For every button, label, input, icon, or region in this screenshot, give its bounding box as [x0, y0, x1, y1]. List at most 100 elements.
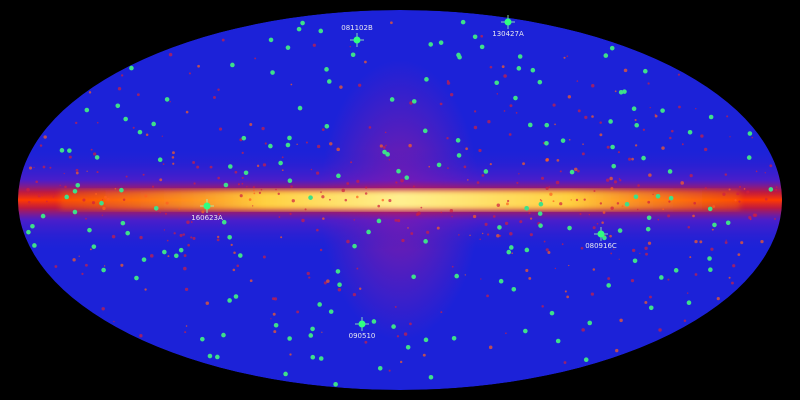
- burst-dot: [230, 62, 235, 68]
- gamma-source: [321, 195, 325, 199]
- gamma-source: [316, 171, 320, 175]
- gamma-source: [395, 181, 398, 184]
- gamma-source: [272, 312, 276, 316]
- gamma-source: [613, 180, 618, 184]
- gamma-source: [289, 212, 292, 215]
- gamma-source: [599, 133, 603, 137]
- gamma-source: [90, 148, 93, 151]
- burst-dot: [389, 97, 395, 102]
- gamma-source: [631, 157, 634, 161]
- burst-dot: [516, 66, 522, 71]
- gamma-source: [686, 292, 689, 294]
- gamma-source: [693, 201, 697, 205]
- burst-dot: [287, 178, 293, 183]
- gamma-source: [618, 258, 620, 260]
- burst-dot: [207, 353, 213, 359]
- gamma-source: [356, 195, 359, 199]
- gamma-source: [658, 328, 662, 332]
- burst-dot: [508, 245, 514, 250]
- gamma-source: [410, 232, 414, 235]
- gamma-source: [683, 319, 687, 322]
- burst-dot: [411, 274, 416, 280]
- burst-dot: [310, 354, 316, 360]
- burst-dot: [333, 382, 338, 387]
- gamma-source: [349, 45, 351, 48]
- gamma-source: [149, 254, 154, 258]
- gamma-source: [481, 174, 485, 177]
- gamma-source: [241, 182, 244, 185]
- gamma-source: [321, 128, 325, 132]
- gamma-source: [41, 194, 44, 197]
- burst-dot: [686, 300, 692, 305]
- gamma-source: [388, 369, 391, 372]
- burst-dot: [673, 268, 679, 273]
- burst-dot: [308, 333, 314, 338]
- burst-dot: [318, 356, 324, 361]
- burst-dot: [404, 175, 410, 180]
- burst-dot: [59, 148, 65, 153]
- gamma-source: [610, 206, 614, 210]
- gamma-source: [509, 104, 513, 108]
- gamma-source: [233, 251, 236, 255]
- burst-dot: [479, 44, 485, 50]
- gamma-source: [579, 213, 582, 216]
- gamma-source: [647, 241, 652, 245]
- burst-dot: [506, 249, 512, 255]
- burst-dot: [153, 205, 159, 211]
- gamma-source: [280, 236, 283, 239]
- gamma-source: [541, 305, 544, 308]
- gamma-source: [528, 212, 531, 215]
- gamma-source: [113, 320, 115, 323]
- gamma-source: [609, 234, 612, 238]
- burst-dot: [297, 105, 303, 111]
- gamma-source: [519, 220, 523, 224]
- burst-dot: [451, 335, 457, 341]
- gamma-source: [289, 353, 292, 356]
- burst-dot: [560, 138, 566, 143]
- gamma-source: [322, 217, 325, 220]
- burst-dot: [84, 107, 90, 113]
- gamma-source: [252, 205, 254, 207]
- gamma-source: [409, 322, 412, 326]
- gamma-source: [487, 120, 491, 124]
- burst-dot: [385, 152, 390, 157]
- gamma-source: [525, 268, 529, 273]
- gamma-source: [692, 214, 695, 218]
- gamma-source: [480, 34, 484, 38]
- gamma-source: [102, 206, 106, 211]
- burst-dot: [162, 249, 167, 255]
- gamma-source: [166, 239, 169, 242]
- burst-dot: [287, 135, 292, 141]
- burst-dot: [99, 200, 104, 206]
- burst-dot: [94, 155, 100, 160]
- burst-dot: [75, 182, 81, 188]
- gamma-source: [704, 187, 707, 190]
- burst-dot: [125, 230, 130, 236]
- burst-dot: [308, 195, 313, 200]
- gamma-source: [649, 106, 651, 109]
- burst-dot: [72, 209, 78, 215]
- gamma-source: [554, 267, 557, 270]
- burst-dot: [273, 322, 279, 328]
- galactic-plane-core: [60, 190, 740, 210]
- burst-dot: [32, 243, 37, 248]
- gamma-source: [232, 268, 236, 272]
- gamma-source: [161, 135, 163, 137]
- burst-dot: [517, 54, 523, 59]
- burst-dot: [549, 310, 555, 316]
- burst-dot: [123, 116, 128, 122]
- burst-dot: [659, 275, 664, 280]
- gamma-source: [139, 334, 143, 338]
- gamma-source: [463, 165, 467, 169]
- gamma-source: [192, 161, 196, 164]
- gamma-source: [446, 81, 451, 85]
- gamma-source: [618, 178, 621, 180]
- gamma-source: [281, 169, 284, 172]
- gamma-source: [582, 143, 584, 145]
- gamma-source: [540, 200, 543, 202]
- gamma-source: [473, 110, 477, 113]
- burst-dot: [285, 45, 291, 50]
- gamma-source: [42, 165, 46, 169]
- gamma-source: [607, 277, 611, 281]
